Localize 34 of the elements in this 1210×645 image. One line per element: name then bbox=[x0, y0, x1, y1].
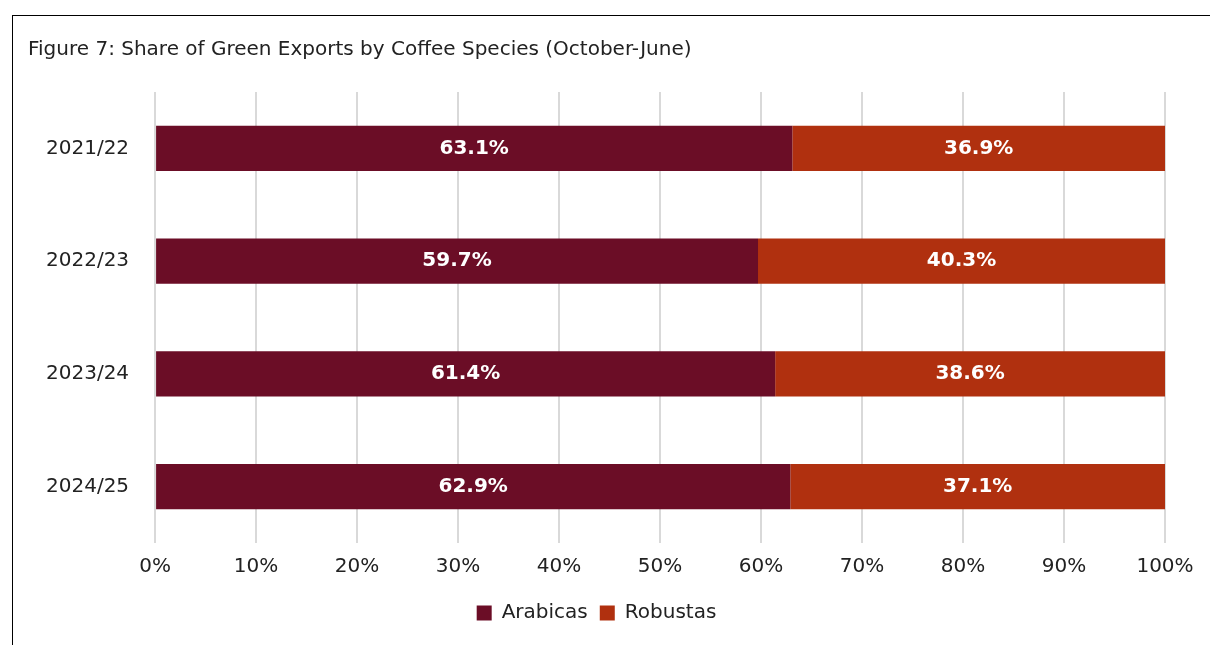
y-tick-label: 2024/25 bbox=[45, 472, 130, 497]
data-label: 61.4% bbox=[430, 360, 501, 385]
data-label: 38.6% bbox=[935, 360, 1005, 385]
bar bbox=[156, 351, 776, 397]
x-tick-label: 0% bbox=[139, 553, 171, 578]
bar bbox=[156, 125, 793, 171]
x-tick-label: 20% bbox=[334, 553, 380, 578]
x-tick-label: 30% bbox=[435, 553, 481, 578]
x-tick-label: 100% bbox=[1136, 553, 1194, 578]
bar bbox=[775, 351, 1165, 397]
x-tick-label: 60% bbox=[738, 553, 784, 578]
y-tick-label: 2021/22 bbox=[45, 134, 130, 159]
data-label: 37.1% bbox=[942, 472, 1013, 497]
data-label: 63.1% bbox=[439, 134, 509, 159]
data-label: 62.9% bbox=[438, 472, 508, 497]
bar bbox=[156, 464, 791, 510]
x-tick-label: 80% bbox=[940, 553, 986, 578]
x-tick-label: 90% bbox=[1041, 553, 1087, 578]
x-tick-label: 50% bbox=[637, 553, 683, 578]
chart-title: Figure 7: Share of Green Exports by Coffee Species (October-June) bbox=[28, 36, 692, 61]
data-label: 59.7% bbox=[422, 247, 492, 272]
x-tick-label: 70% bbox=[839, 553, 885, 578]
y-tick-label: 2023/24 bbox=[45, 360, 130, 385]
x-tick-label: 40% bbox=[536, 553, 582, 578]
bar bbox=[790, 464, 1165, 510]
y-tick-label: 2022/23 bbox=[45, 247, 130, 272]
x-tick-label: 10% bbox=[233, 553, 279, 578]
bar bbox=[156, 238, 759, 284]
legend-label: Arabicas bbox=[501, 599, 588, 624]
bar bbox=[758, 238, 1165, 284]
data-label: 36.9% bbox=[943, 134, 1014, 159]
data-label: 40.3% bbox=[926, 247, 997, 272]
legend-label: Robustas bbox=[624, 599, 717, 624]
bar bbox=[792, 125, 1165, 171]
